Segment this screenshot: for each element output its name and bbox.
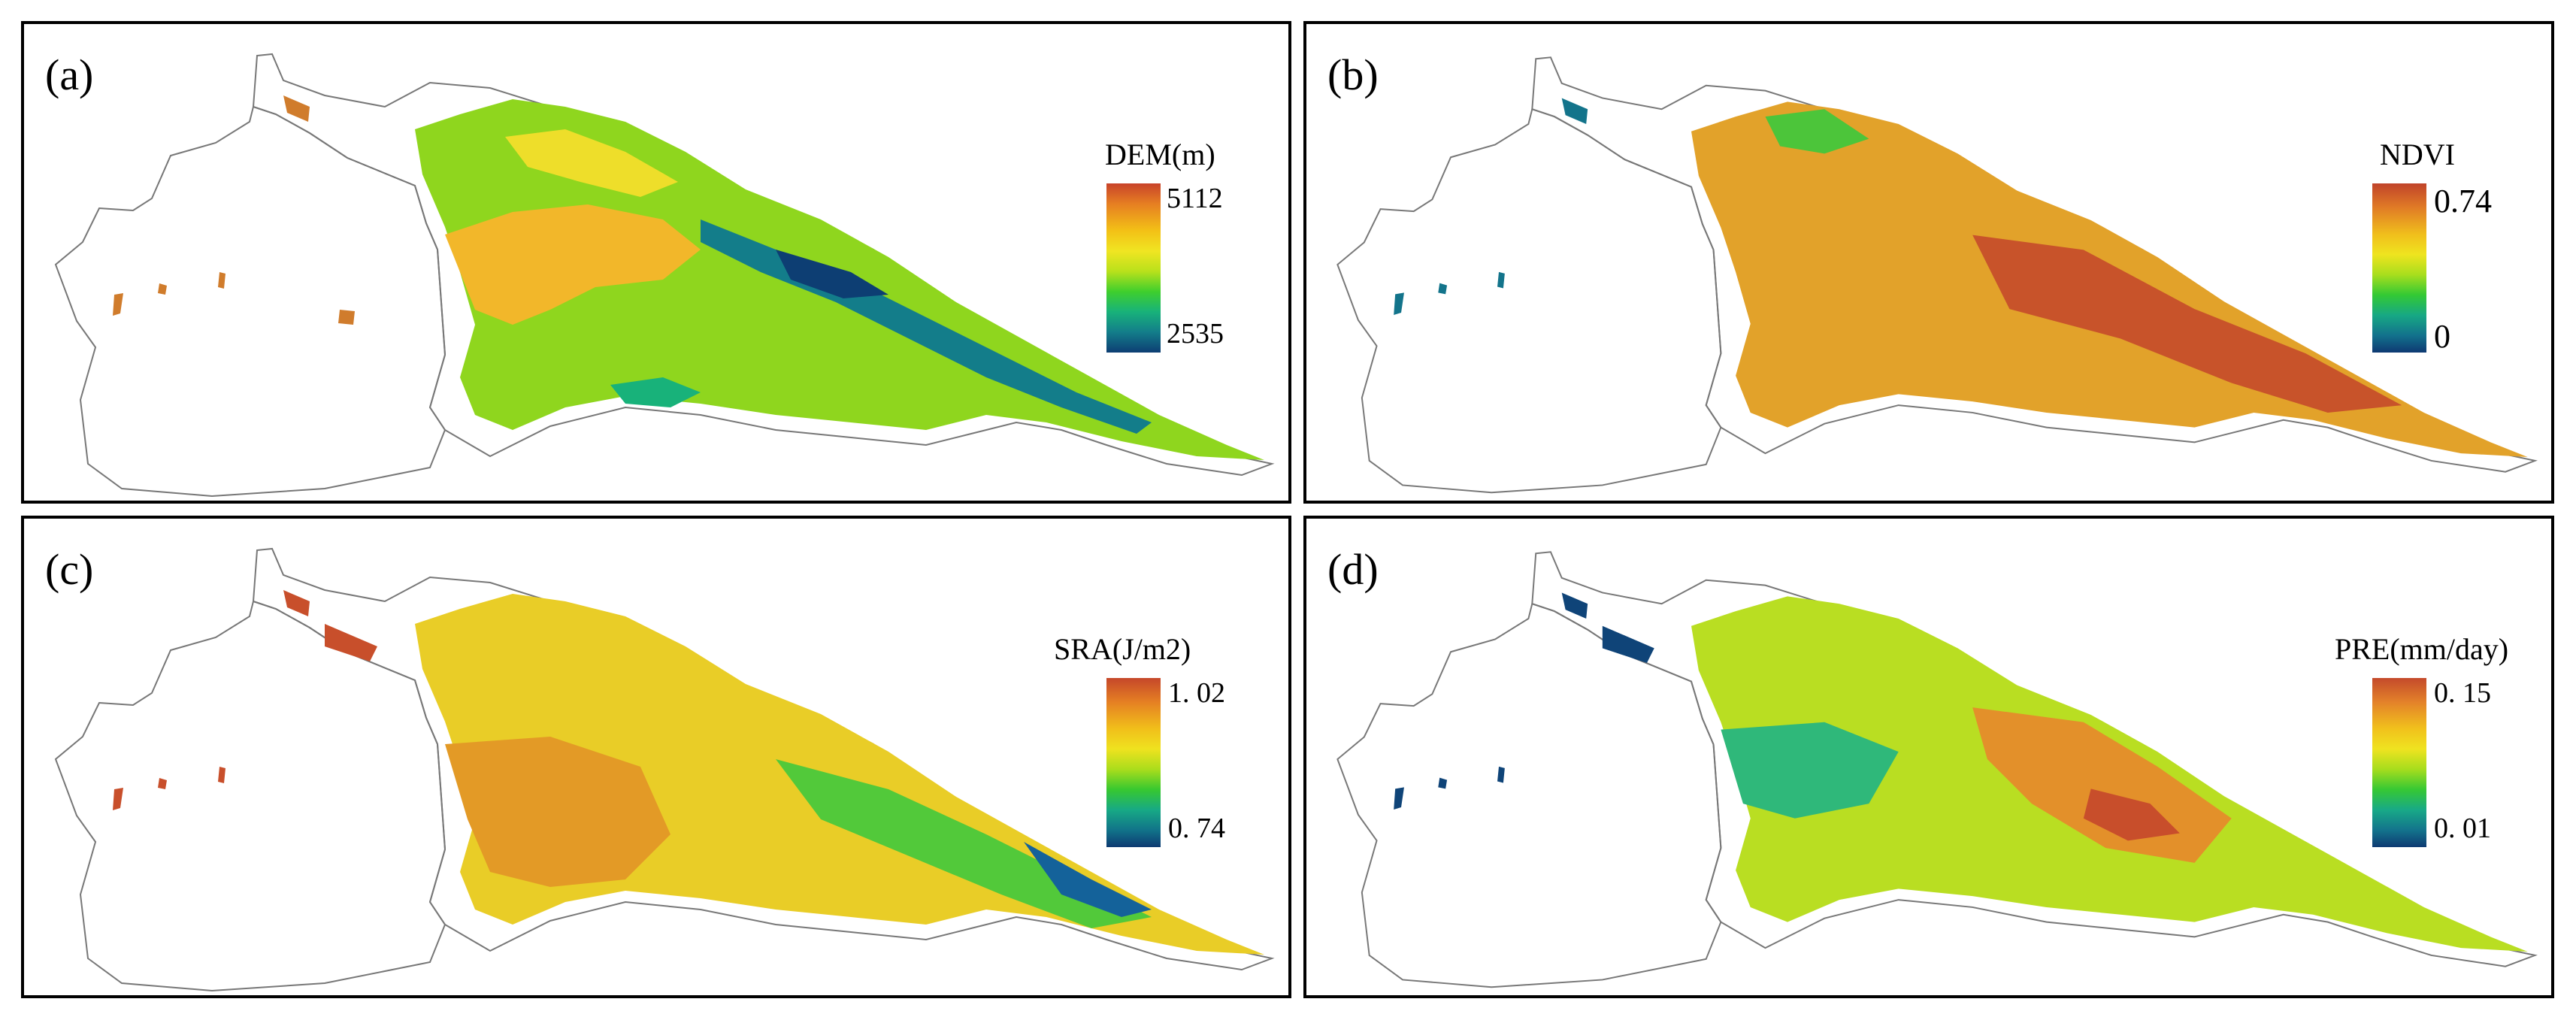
legend-color-ramp bbox=[2372, 678, 2426, 847]
legend-min-label: 0. 74 bbox=[1168, 813, 1225, 844]
region-outline-east bbox=[252, 547, 1275, 971]
map-ndvi bbox=[1336, 56, 2538, 494]
vegetation-high bbox=[1972, 235, 2402, 413]
map-sra bbox=[54, 547, 1275, 992]
legend-max-label: 1. 02 bbox=[1168, 677, 1225, 709]
terrain-patches-west bbox=[113, 95, 355, 325]
panel-label: (d) bbox=[1327, 545, 1379, 594]
legend-title: SRA(J/m2) bbox=[1054, 632, 1191, 666]
legend-color-ramp bbox=[2372, 183, 2426, 353]
legend-color-ramp bbox=[1106, 183, 1161, 353]
legend-max-label: 0. 15 bbox=[2434, 677, 2491, 709]
map-panel-c: (c) SRA(J/m2) 1. 02 0. 74 bbox=[21, 516, 1291, 998]
legend-color-ramp bbox=[1106, 678, 1161, 847]
map-panel-d: (d) PRE(mm/day) 0. 15 0. 01 bbox=[1303, 516, 2554, 998]
legend-min-label: 2535 bbox=[1167, 318, 1224, 350]
radiation-high bbox=[445, 737, 670, 887]
precipitation-peak bbox=[2083, 788, 2180, 841]
radiation-low bbox=[1024, 842, 1152, 917]
region-outline-east bbox=[1531, 551, 2538, 967]
map-pre bbox=[1336, 551, 2538, 988]
map-dem bbox=[54, 53, 1275, 498]
terrain-low-basin bbox=[610, 377, 701, 407]
precipitation-low bbox=[1721, 722, 1899, 819]
legend-title: DEM(m) bbox=[1105, 138, 1215, 171]
legend-title: NDVI bbox=[2380, 138, 2455, 171]
terrain-high bbox=[445, 204, 701, 325]
vegetation-low bbox=[1765, 109, 1869, 154]
map-panel-b: (b) NDVI 0.74 0 bbox=[1303, 21, 2554, 504]
map-panel-a: (a) DEM(m) 5112 2535 bbox=[21, 21, 1291, 504]
precipitation-patches-west bbox=[1394, 592, 1654, 810]
panel-label: (c) bbox=[45, 545, 94, 594]
vegetation-sparse bbox=[1394, 98, 1588, 315]
legend-title: PRE(mm/day) bbox=[2335, 632, 2509, 666]
panel-label: (a) bbox=[45, 50, 94, 99]
legend-min-label: 0. 01 bbox=[2434, 813, 2491, 844]
region-outline-east bbox=[1531, 56, 2538, 473]
legend-min-label: 0 bbox=[2434, 318, 2450, 355]
legend-max-label: 5112 bbox=[1167, 183, 1223, 214]
legend-max-label: 0.74 bbox=[2434, 183, 2492, 219]
region-outline-east bbox=[252, 53, 1275, 477]
radiation-patches-west bbox=[113, 590, 377, 810]
terrain-valley-deep bbox=[776, 250, 888, 298]
panel-label: (b) bbox=[1327, 50, 1379, 99]
terrain-ridge bbox=[505, 129, 678, 197]
